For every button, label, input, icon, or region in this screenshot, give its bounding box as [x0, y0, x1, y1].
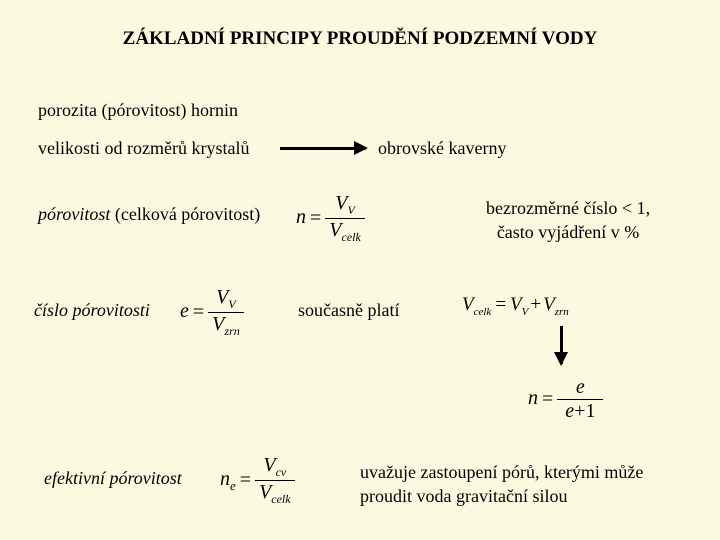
label-effective-porosity: efektivní pórovitost: [44, 468, 182, 489]
text-caverns: obrovské kaverny: [378, 138, 506, 159]
arrow-right-icon: [280, 147, 366, 150]
eq-lhs: n: [220, 468, 230, 490]
fraction: Vcv Vcelk: [255, 454, 295, 507]
note-effective: uvažuje zastoupení pórů, kterými může pr…: [360, 460, 643, 509]
eq-lhs: n: [528, 387, 538, 409]
text-porosity-rocks: porozita (pórovitost) hornin: [38, 100, 238, 121]
eq-lhs: n: [296, 206, 306, 228]
label-void-ratio: číslo pórovitosti: [34, 300, 150, 321]
equals-sign: =: [189, 301, 208, 323]
fraction: e e+1: [557, 376, 603, 423]
note-dimensionless: bezrozměrné číslo < 1, často vyjádření v…: [486, 196, 650, 245]
equation-porosity: n= VV Vcelk: [296, 192, 365, 245]
equals-sign: =: [306, 207, 325, 229]
equals-sign: =: [236, 469, 255, 491]
arrow-down-icon: [560, 326, 563, 364]
equation-n-from-e: n= e e+1: [528, 376, 603, 423]
label-porosity-italic: pórovitost: [38, 204, 110, 224]
note-line2: často vyjádření v %: [486, 220, 650, 244]
fraction: VV Vcelk: [325, 192, 365, 245]
equation-volume-sum: Vcelk=VV+Vzrn: [462, 294, 569, 318]
label-porosity: pórovitost (celková pórovitost): [38, 204, 260, 225]
note-line1: bezrozměrné číslo < 1,: [486, 196, 650, 220]
text-concurrently: současně platí: [298, 300, 399, 321]
label-porosity-rest: (celková pórovitost): [110, 204, 260, 224]
note-line2: proudit voda gravitační silou: [360, 484, 643, 508]
fraction: VV Vzrn: [208, 286, 244, 339]
eq-lhs: e: [180, 300, 189, 322]
note-line1: uvažuje zastoupení pórů, kterými může: [360, 460, 643, 484]
equation-void-ratio: e= VV Vzrn: [180, 286, 244, 339]
text-crystal-sizes: velikosti od rozměrů krystalů: [38, 138, 249, 159]
page-title: ZÁKLADNÍ PRINCIPY PROUDĚNÍ PODZEMNÍ VODY: [0, 0, 720, 50]
equation-effective-porosity: ne= Vcv Vcelk: [220, 454, 295, 507]
equals-sign: =: [538, 388, 557, 410]
